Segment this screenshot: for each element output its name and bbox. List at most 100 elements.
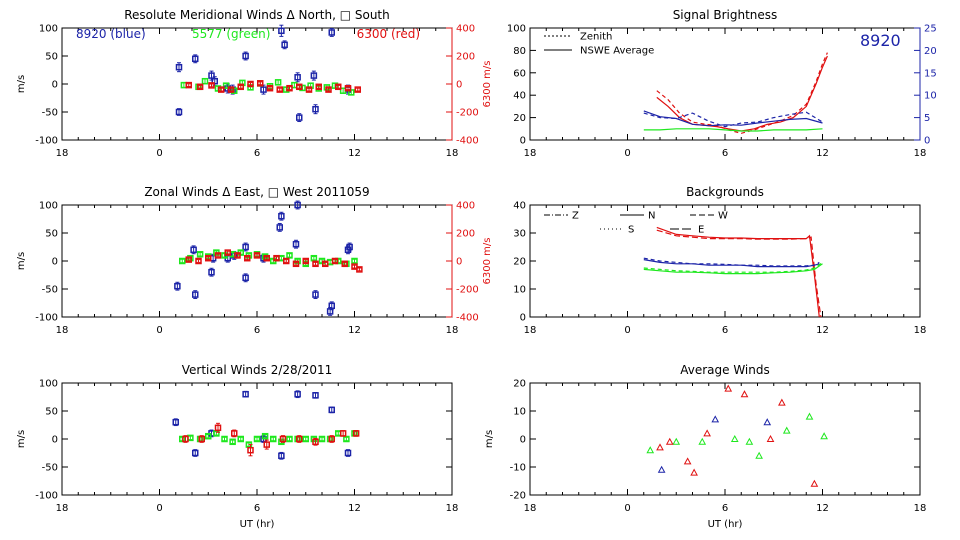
data-point [253, 252, 261, 259]
vertical-panel: Vertical Winds 2/28/2011 18 0 6 12 18 UT (hr) 1… [16, 363, 458, 530]
data-point [273, 254, 280, 262]
data-point [296, 83, 303, 91]
x-tick-label: 0 [624, 148, 630, 159]
legend-label: E [698, 225, 704, 236]
data-point [179, 257, 186, 265]
y2-tick-label: 25 [924, 24, 937, 35]
x-tick-label: 0 [624, 503, 630, 514]
y-tick-label: 80 [513, 46, 526, 57]
data-point [745, 437, 754, 445]
series-annotation: 5577 (green) [192, 27, 270, 41]
data-point [339, 430, 347, 437]
data-point [242, 390, 249, 398]
legend-label: W [718, 211, 728, 222]
data-point [344, 84, 352, 92]
data-point [344, 449, 352, 457]
x-tick-label: 0 [156, 148, 162, 159]
data-point [805, 412, 814, 420]
data-point [244, 254, 251, 262]
meridional-panel: Resolute Meridional Winds Δ North, □ Sou… [16, 8, 493, 159]
y-tick-label: 0 [520, 435, 526, 446]
y2-tick-label: 200 [456, 229, 475, 240]
series-annotation: 8920 (blue) [76, 27, 146, 41]
x-tick-label: 0 [156, 503, 162, 514]
x-tick-label: 12 [816, 148, 829, 159]
data-point [763, 418, 772, 426]
data-point [296, 114, 303, 121]
y2-tick-label: 15 [924, 68, 937, 79]
x-tick-label: 0 [156, 325, 162, 336]
y2-tick-label: 200 [456, 52, 475, 63]
data-point [182, 435, 189, 443]
y2-axis-label: 6300 m/s [482, 238, 493, 285]
data-point [331, 257, 339, 265]
data-point [237, 435, 244, 443]
data-point [690, 468, 698, 476]
y2-tick-label: -400 [456, 136, 479, 147]
y-tick-label: 0 [520, 313, 526, 324]
x-tick-label: 12 [816, 325, 829, 336]
x-tick-label: 6 [722, 325, 728, 336]
y-tick-label: 100 [39, 379, 58, 390]
y-tick-label: 40 [513, 201, 526, 212]
data-point [292, 240, 300, 248]
series-line [643, 263, 823, 275]
data-point [221, 435, 228, 443]
data-point [276, 86, 283, 93]
x-tick-label: 6 [722, 503, 728, 514]
data-point [312, 105, 319, 113]
data-point [195, 257, 202, 265]
data-point [302, 435, 309, 443]
y-tick-label: 40 [513, 91, 526, 102]
series-line [643, 257, 820, 267]
series-line [656, 55, 828, 132]
data-point [208, 268, 215, 276]
data-point [247, 80, 254, 88]
data-point [222, 82, 230, 89]
legend-label: N [648, 211, 655, 222]
y2-tick-label: 400 [456, 201, 475, 212]
data-point [242, 243, 249, 251]
data-point [231, 430, 238, 437]
x-tick-label: 6 [254, 503, 260, 514]
data-point [260, 86, 267, 93]
data-point [261, 432, 269, 440]
data-point [185, 256, 192, 263]
data-point [657, 465, 666, 473]
chart-title: Zonal Winds Δ East, □ West 2011059 [144, 185, 369, 199]
data-point [302, 257, 309, 265]
data-point [341, 260, 348, 268]
data-point [234, 252, 241, 259]
x-tick-label: 18 [914, 503, 927, 514]
y2-tick-label: 5 [924, 113, 930, 124]
x-tick-label: 18 [446, 148, 459, 159]
data-point [328, 29, 335, 36]
data-point [192, 291, 199, 298]
data-point [328, 302, 335, 310]
y2-tick-label: -200 [456, 108, 479, 119]
data-point [672, 437, 681, 445]
x-tick-label: 6 [254, 325, 260, 336]
x-tick-label: 18 [446, 325, 459, 336]
x-tick-label: 12 [348, 503, 361, 514]
y-tick-label: 100 [507, 24, 526, 35]
y-tick-label: -100 [35, 491, 58, 502]
y-axis-label: m/s [16, 252, 27, 270]
data-point [257, 80, 264, 87]
y-tick-label: 20 [513, 379, 526, 390]
data-point [335, 83, 342, 91]
y-tick-label: -50 [42, 463, 58, 474]
data-point [312, 392, 319, 399]
y-tick-label: 50 [45, 229, 58, 240]
y-tick-label: -50 [42, 108, 58, 119]
data-point [205, 254, 212, 262]
series-annotation: 6300 (red) [357, 27, 420, 41]
series-line [643, 259, 820, 268]
chart-title: Resolute Meridional Winds Δ North, □ Sou… [124, 8, 390, 22]
x-tick-label: 12 [348, 148, 361, 159]
data-point [190, 246, 197, 254]
x-tick-label: 12 [348, 325, 361, 336]
y-tick-label: 30 [513, 229, 526, 240]
data-point [274, 79, 282, 86]
